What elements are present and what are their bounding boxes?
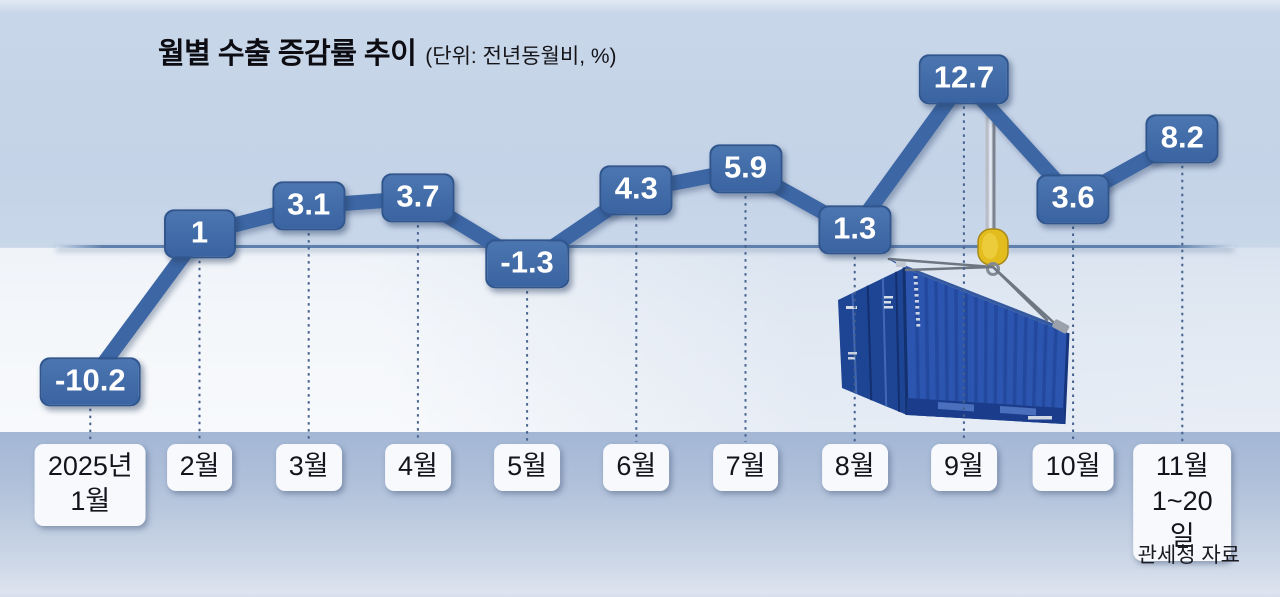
- corrugation-line: [934, 281, 940, 417]
- corrugation-line: [1031, 320, 1038, 423]
- container-code-mark: [914, 294, 919, 297]
- axis-label: 9월: [930, 444, 997, 492]
- axis-label: 7월: [712, 444, 779, 492]
- container-code-mark: [914, 300, 919, 303]
- sling-shackle-icon: [1052, 319, 1070, 334]
- axis-label: 3월: [275, 444, 342, 492]
- data-point-label: -1.3: [485, 239, 569, 289]
- data-point-label: 12.7: [918, 54, 1010, 105]
- container-code-mark: [915, 318, 920, 321]
- container-code-mark: [915, 312, 920, 315]
- corrugation-line: [1002, 308, 1008, 421]
- axis-label: 4월: [384, 444, 451, 492]
- data-point-label: 8.2: [1145, 114, 1219, 164]
- container-code-mark: [916, 324, 921, 327]
- axis-label: 11월 1~20일: [1133, 444, 1232, 562]
- chart-unit-label: (단위: 전년동월비, %): [425, 45, 617, 68]
- chart-title-row: 월별 수출 증감률 추이 (단위: 전년동월비, %): [158, 30, 617, 72]
- container-code-marks: [913, 276, 921, 327]
- data-point-label: 5.9: [708, 144, 783, 194]
- chart-title: 월별 수출 증감률 추이: [158, 38, 417, 70]
- axis-label: 6월: [603, 444, 670, 492]
- data-source-label: 관세청 자료: [1137, 544, 1240, 567]
- corrugation-line: [983, 300, 988, 420]
- data-point-label: 1.3: [818, 205, 892, 255]
- data-point-label: -10.2: [39, 356, 141, 407]
- container-code-mark: [913, 282, 918, 285]
- corrugation-line: [924, 277, 930, 417]
- axis-label: 2월: [166, 444, 233, 492]
- container-code-mark: [914, 288, 919, 291]
- container-code-mark: [915, 306, 920, 309]
- data-point-label: 3.6: [1036, 174, 1110, 225]
- container-code-mark: [913, 276, 918, 279]
- corrugation-line: [1022, 316, 1028, 422]
- corrugation-line: [993, 304, 998, 421]
- container-crane-illustration: [838, 100, 1070, 425]
- data-point-label: 1: [163, 209, 236, 259]
- axis-label: 5월: [494, 444, 561, 492]
- tick-guide-lines: [89, 106, 1184, 442]
- shipping-container-icon: [838, 258, 1070, 425]
- data-point-label: 3.7: [381, 173, 455, 223]
- corrugation-line: [1012, 312, 1018, 422]
- zero-baseline: [56, 245, 1234, 248]
- axis-label: 10월: [1032, 444, 1114, 492]
- crane-pulley-icon: [977, 228, 1009, 276]
- axis-label: 8월: [821, 444, 888, 492]
- corrugation-line: [944, 285, 949, 418]
- corrugation-line: [954, 289, 959, 418]
- corrugation-line: [914, 273, 921, 416]
- data-point-label: 3.1: [272, 181, 346, 231]
- corrugation-line: [1041, 324, 1048, 423]
- container-corrugation: [914, 273, 1058, 424]
- sling-cables-icon: [887, 257, 1065, 333]
- axis-label: 2025년 1월: [34, 444, 146, 527]
- data-point-label: 4.3: [599, 165, 673, 215]
